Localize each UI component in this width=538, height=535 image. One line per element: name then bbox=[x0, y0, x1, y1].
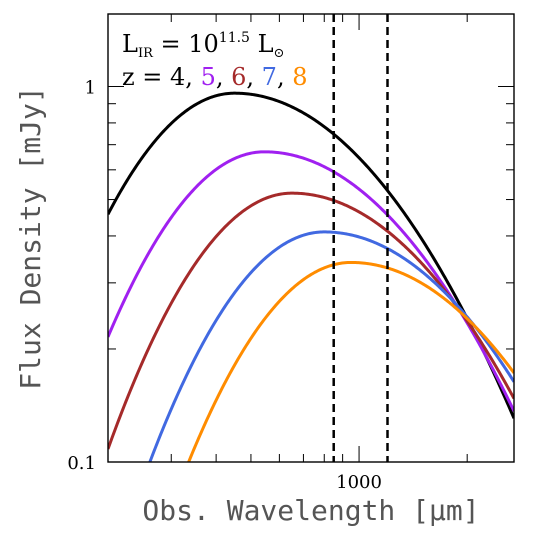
lir-unit: L bbox=[258, 30, 274, 58]
redshift-value: 5 bbox=[201, 63, 216, 91]
redshift-value: 6 bbox=[231, 63, 246, 91]
y-axis-label: Flux Density [mJy] bbox=[14, 86, 47, 389]
plot-frame bbox=[107, 13, 515, 463]
lir-eq: = 10 bbox=[153, 30, 219, 58]
redshift-value: 8 bbox=[292, 63, 307, 91]
y-tick-label: 1 bbox=[85, 78, 96, 99]
redshift-separator: , bbox=[277, 63, 292, 91]
series-line-z4 bbox=[108, 91, 514, 419]
lir-prefix: L bbox=[122, 30, 138, 58]
x-tick-label: 1000 bbox=[336, 472, 382, 493]
lir-sub: IR bbox=[138, 46, 154, 61]
series-line-z5 bbox=[108, 150, 514, 412]
redshift-annotation: z = 4, 5, 6, 7, 8 bbox=[122, 63, 307, 91]
redshift-value: 4 bbox=[170, 63, 185, 91]
y-tick-label: 0.1 bbox=[67, 453, 96, 474]
redshift-separator: , bbox=[185, 63, 200, 91]
lir-unit-sub: ⊙ bbox=[274, 46, 285, 61]
series-line-z8 bbox=[187, 260, 514, 462]
redshift-separator: , bbox=[216, 63, 231, 91]
x-axis-label: Obs. Wavelength [μm] bbox=[142, 494, 479, 527]
series-line-z7 bbox=[148, 230, 514, 462]
redshift-separator: , bbox=[246, 63, 261, 91]
axis-ticks bbox=[107, 14, 514, 463]
series-line-z6 bbox=[108, 191, 514, 450]
lir-exp: 11.5 bbox=[219, 30, 250, 46]
reference-lines bbox=[332, 14, 389, 462]
redshift-value: 7 bbox=[262, 63, 277, 91]
tick-labels: 1000 0.1 1 bbox=[67, 78, 382, 493]
series-layer bbox=[108, 91, 514, 462]
redshift-prefix: z = bbox=[122, 63, 170, 91]
luminosity-annotation: LIR = 1011.5 L⊙ bbox=[122, 30, 284, 61]
